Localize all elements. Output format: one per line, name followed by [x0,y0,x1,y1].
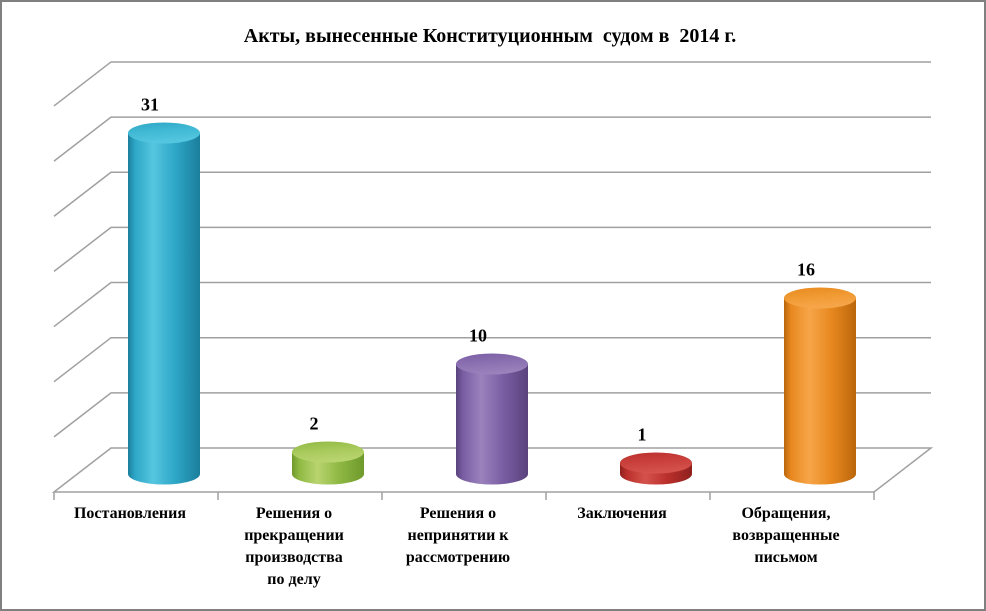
category-label-line: производства [245,549,343,566]
cylinder-body [784,298,856,485]
cylinder-bar-red [620,452,692,485]
gridline [53,392,931,438]
value-label: 31 [141,95,159,115]
cylinder-bar-teal [128,122,200,485]
cylinder-body [128,133,200,485]
cylinder-top [620,452,692,474]
cylinder-bar-orange [784,287,856,485]
category-label: Решения о прекращении производства по делу [244,505,344,588]
gridline [53,61,931,107]
category-label-line: Постановления [74,505,186,522]
category-label: Обращения, возвращенные письмом [732,505,839,566]
value-label: 2 [310,414,319,434]
value-label: 16 [797,260,815,280]
gridline [53,336,931,383]
plot-area: 31 2 10 1 16 Постановления Решения о прекращени… [51,61,934,588]
category-label-line: возвращенные [732,527,839,544]
category-label-line: по делу [267,571,320,588]
cylinder-top [292,441,364,463]
gridline [53,281,931,328]
cylinder-top [128,122,200,144]
category-label: Постановления [74,505,186,522]
cylinder-body [456,364,528,485]
cylinder-bar-purple [456,353,528,485]
gridline [53,171,931,217]
gridline [53,116,931,162]
category-label-line: письмом [754,549,817,566]
category-label-line: Решения о [256,505,332,522]
category-label-line: Заключения [577,505,667,522]
category-label-line: Решения о [420,505,496,522]
category-label-line: прекращении [244,527,344,544]
cylinder-top [456,353,528,375]
category-label: Решения о непринятии к рассмотрению [406,505,510,566]
category-label-line: Обращения, [741,505,830,522]
value-label: 10 [469,326,487,346]
category-label-line: рассмотрению [406,549,510,566]
chart-title: Акты, вынесенные Конституционным судом в… [244,25,737,47]
gridline [53,226,931,272]
value-label: 1 [638,425,647,445]
cylinder-bar-green [292,441,364,485]
cylinder-top [784,287,856,309]
category-label-line: непринятии к [407,527,509,544]
category-label: Заключения [577,505,667,522]
